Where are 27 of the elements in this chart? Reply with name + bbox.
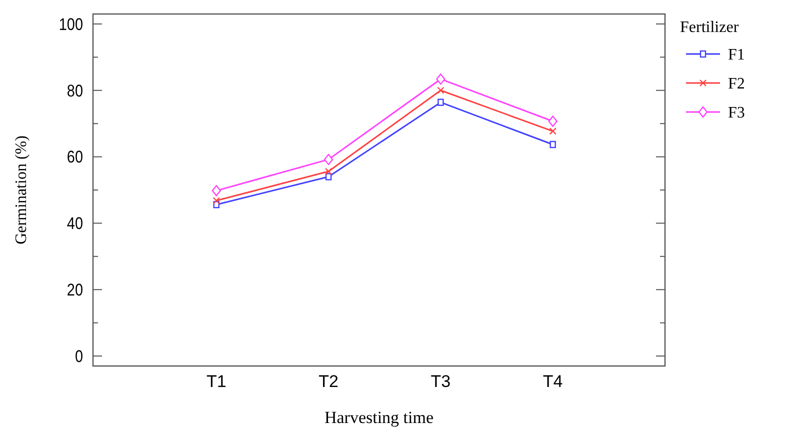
- point: [438, 98, 444, 106]
- point: [548, 116, 558, 127]
- x-axis-title: Harvesting time: [324, 408, 434, 427]
- y-tick-label: 60: [66, 148, 84, 168]
- point: [324, 168, 332, 176]
- y-tick-label: 20: [66, 282, 84, 300]
- y-tick-label: 80: [66, 82, 84, 101]
- legend-label: F3: [728, 104, 745, 122]
- x-tick-label: T2: [318, 372, 338, 391]
- y-tick-label: 40: [66, 215, 84, 234]
- x-tick-label: T1: [206, 372, 226, 391]
- y-tick-label: 0: [74, 348, 84, 366]
- y-axis-title: Germination (%): [13, 136, 30, 244]
- point: [212, 197, 220, 204]
- x-tick-label: T3: [430, 372, 451, 391]
- point: [325, 173, 332, 180]
- y-tick-label: 100: [58, 16, 84, 34]
- legend-label: F1: [728, 46, 745, 64]
- legend-label: F2: [728, 76, 745, 93]
- point: [549, 128, 556, 135]
- point: [212, 185, 221, 196]
- point: [437, 86, 444, 94]
- point: [324, 154, 334, 166]
- point: [436, 73, 446, 85]
- legend-title: Fertilizer: [680, 19, 740, 36]
- point: [550, 140, 556, 148]
- x-tick-label: T4: [542, 372, 563, 391]
